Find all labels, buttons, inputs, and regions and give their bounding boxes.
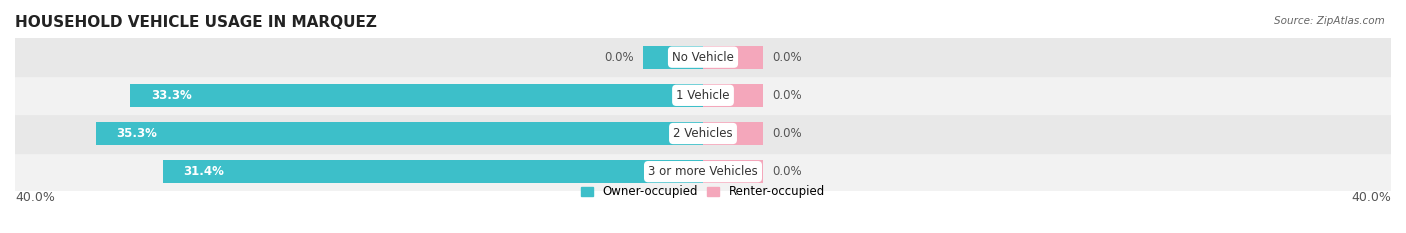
Bar [96, 122, 703, 145]
Bar [703, 160, 763, 183]
Text: 40.0%: 40.0% [15, 192, 55, 205]
Bar [703, 46, 763, 69]
Legend: Owner-occupied, Renter-occupied: Owner-occupied, Renter-occupied [576, 181, 830, 203]
Text: 0.0%: 0.0% [772, 89, 801, 102]
Text: 0.0%: 0.0% [605, 51, 634, 64]
Text: 0.0%: 0.0% [772, 127, 801, 140]
Bar [131, 84, 703, 107]
Text: Source: ZipAtlas.com: Source: ZipAtlas.com [1274, 16, 1385, 26]
Text: 40.0%: 40.0% [1351, 192, 1391, 205]
Text: 33.3%: 33.3% [150, 89, 191, 102]
Bar [703, 122, 763, 145]
Bar [163, 160, 703, 183]
Bar [643, 46, 703, 69]
Bar [15, 114, 1391, 153]
Text: HOUSEHOLD VEHICLE USAGE IN MARQUEZ: HOUSEHOLD VEHICLE USAGE IN MARQUEZ [15, 15, 377, 30]
Text: 0.0%: 0.0% [772, 51, 801, 64]
Text: 2 Vehicles: 2 Vehicles [673, 127, 733, 140]
Bar [15, 76, 1391, 114]
Text: 0.0%: 0.0% [772, 165, 801, 178]
Bar [15, 38, 1391, 76]
Bar [703, 84, 763, 107]
Text: 31.4%: 31.4% [184, 165, 225, 178]
Text: 3 or more Vehicles: 3 or more Vehicles [648, 165, 758, 178]
Text: 1 Vehicle: 1 Vehicle [676, 89, 730, 102]
Text: No Vehicle: No Vehicle [672, 51, 734, 64]
Text: 35.3%: 35.3% [117, 127, 157, 140]
Bar [15, 153, 1391, 191]
